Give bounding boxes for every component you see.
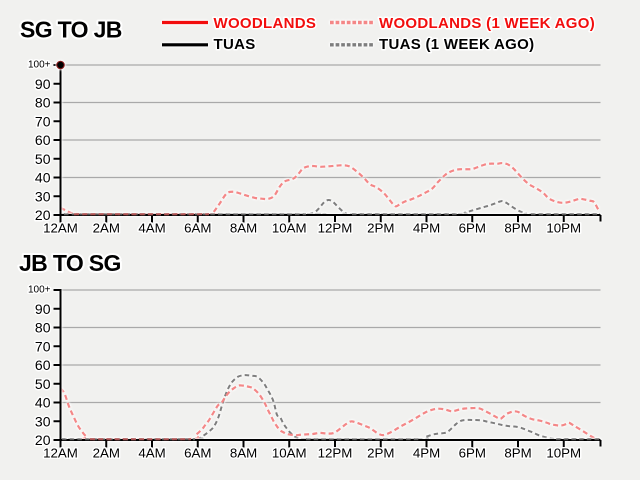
svg-text:4AM: 4AM [138, 221, 165, 236]
svg-text:90: 90 [35, 76, 51, 92]
svg-text:30: 30 [35, 413, 51, 429]
svg-text:60: 60 [35, 132, 51, 148]
svg-text:12PM: 12PM [318, 446, 353, 461]
svg-text:8AM: 8AM [230, 221, 257, 236]
svg-text:6PM: 6PM [459, 446, 486, 461]
svg-text:2PM: 2PM [367, 446, 394, 461]
svg-text:TUAS (1 WEEK AGO): TUAS (1 WEEK AGO) [379, 36, 534, 53]
svg-text:8AM: 8AM [230, 446, 257, 461]
svg-text:4PM: 4PM [413, 446, 440, 461]
svg-text:JB TO SG: JB TO SG [19, 250, 121, 276]
svg-text:2AM: 2AM [93, 446, 120, 461]
svg-text:50: 50 [35, 376, 51, 392]
svg-text:70: 70 [35, 338, 51, 354]
svg-text:6AM: 6AM [184, 221, 211, 236]
svg-text:12PM: 12PM [318, 221, 353, 236]
svg-text:50: 50 [35, 151, 51, 167]
svg-text:WOODLANDS: WOODLANDS [214, 15, 317, 32]
svg-text:2AM: 2AM [93, 221, 120, 236]
svg-text:20: 20 [35, 207, 51, 223]
svg-text:12AM: 12AM [43, 221, 78, 236]
svg-text:2PM: 2PM [367, 221, 394, 236]
svg-text:10PM: 10PM [546, 446, 581, 461]
svg-text:4AM: 4AM [138, 446, 165, 461]
svg-text:40: 40 [35, 170, 51, 186]
svg-text:8PM: 8PM [504, 446, 531, 461]
svg-text:WOODLANDS (1 WEEK AGO): WOODLANDS (1 WEEK AGO) [379, 15, 595, 32]
svg-text:10AM: 10AM [272, 221, 307, 236]
svg-text:6AM: 6AM [184, 446, 211, 461]
svg-text:8PM: 8PM [504, 221, 531, 236]
svg-text:40: 40 [35, 395, 51, 411]
svg-text:10PM: 10PM [546, 221, 581, 236]
svg-text:90: 90 [35, 301, 51, 317]
svg-text:60: 60 [35, 357, 51, 373]
svg-text:10AM: 10AM [272, 446, 307, 461]
svg-text:80: 80 [35, 95, 51, 111]
svg-text:80: 80 [35, 320, 51, 336]
svg-text:SG TO JB: SG TO JB [20, 17, 122, 43]
svg-text:12AM: 12AM [43, 446, 78, 461]
svg-text:TUAS: TUAS [214, 36, 256, 53]
svg-text:100+: 100+ [28, 285, 51, 296]
svg-text:70: 70 [35, 113, 51, 129]
svg-text:4PM: 4PM [413, 221, 440, 236]
svg-text:20: 20 [35, 432, 51, 448]
svg-text:30: 30 [35, 188, 51, 204]
svg-text:6PM: 6PM [459, 221, 486, 236]
svg-text:100+: 100+ [28, 60, 51, 71]
